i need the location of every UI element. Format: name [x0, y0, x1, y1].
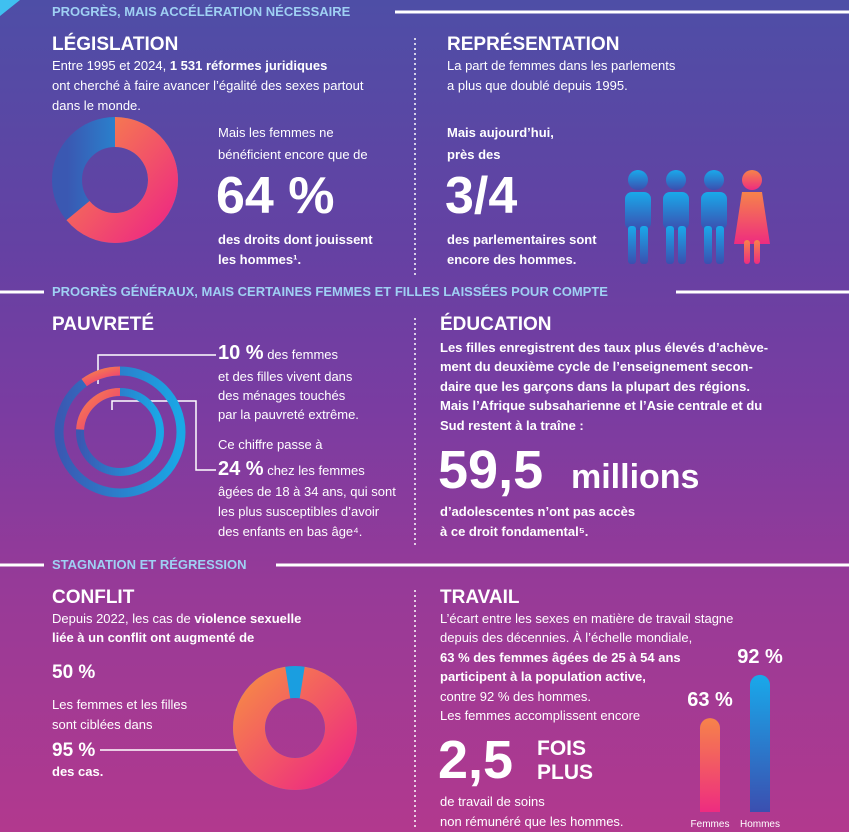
- body-text: par la pauvreté extrême.: [218, 407, 359, 422]
- panel-title: ÉDUCATION: [440, 314, 552, 335]
- body-text: Mais les femmes ne: [218, 125, 334, 140]
- body-text: de travail de soins: [440, 794, 545, 809]
- panel-title: REPRÉSENTATION: [447, 34, 620, 55]
- body-text: Les femmes et les filles: [52, 697, 188, 712]
- body-text: les plus susceptibles d’avoir: [218, 504, 380, 519]
- section-heading: PROGRÈS GÉNÉRAUX, MAIS CERTAINES FEMMES …: [52, 284, 608, 299]
- body-text: 63 % des femmes âgées de 25 à 54 ans: [440, 650, 681, 665]
- emphasis: 1 531 réformes juridiques: [169, 58, 328, 73]
- body-text: encore des hommes.: [447, 252, 577, 267]
- key-figure: 50 %: [52, 662, 96, 683]
- body-text: sont ciblées dans: [52, 717, 153, 732]
- body-text: Mais l’Afrique subsaharienne et l’Asie c…: [440, 398, 763, 413]
- woman-icon: [734, 170, 770, 264]
- body-text: liée à un conflit ont augmenté de: [52, 630, 255, 645]
- section-heading: STAGNATION ET RÉGRESSION: [52, 557, 247, 572]
- body-text: Ce chiffre passe à: [218, 437, 323, 452]
- bar-label: 63 %: [687, 689, 733, 711]
- panel-title: LÉGISLATION: [52, 34, 179, 55]
- body-text: 24 % chez les femmes: [218, 458, 365, 480]
- text: Entre 1995 et 2024,: [52, 58, 170, 73]
- panel-title: PAUVRETÉ: [52, 314, 155, 335]
- bar: [700, 718, 720, 812]
- emphasis: violence sexuelle: [194, 611, 302, 626]
- body-text: des ménages touchés: [218, 388, 346, 403]
- panel-title: TRAVAIL: [440, 587, 520, 608]
- body-text: des enfants en bas âge⁴.: [218, 524, 363, 539]
- marks: 63 % Femmes 92 % Hommes: [52, 117, 783, 830]
- people-icons: [625, 170, 727, 264]
- bar: [750, 674, 770, 812]
- body-text: Mais aujourd’hui,: [447, 125, 554, 140]
- body-text: Depuis 2022, les cas de violence sexuell…: [52, 611, 301, 627]
- body-text: dans le monde.: [52, 98, 141, 113]
- text: des femmes: [263, 347, 339, 362]
- body-text: non rémunéré que les hommes.: [440, 814, 624, 829]
- donut-segment: [233, 666, 357, 790]
- body-text: et des filles vivent dans: [218, 369, 353, 384]
- key-figure: 3/4: [445, 167, 518, 225]
- body-text: La part de femmes dans les parlements: [447, 58, 676, 73]
- panel-title: CONFLIT: [52, 587, 135, 608]
- key-figure-unit: PLUS: [537, 761, 594, 784]
- body-text: Sud restent à la traîne :: [440, 418, 584, 433]
- body-text: d’adolescentes n’ont pas accès: [440, 504, 636, 519]
- key-figure: 64 %: [216, 167, 335, 225]
- body-text: à ce droit fondamental⁵.: [440, 524, 589, 539]
- ring-segment: [76, 388, 121, 430]
- text: Depuis 2022, les cas de: [52, 611, 195, 626]
- key-figure: 95 %: [52, 740, 96, 761]
- body-text: 10 % des femmes: [218, 342, 339, 364]
- bar-name: Hommes: [740, 819, 780, 830]
- key-figure-unit: millions: [571, 458, 700, 496]
- ring-segment: [81, 366, 121, 387]
- text: chez les femmes: [263, 463, 365, 478]
- body-text: Entre 1995 et 2024, 1 531 réformes jurid…: [52, 58, 327, 74]
- body-text: âgées de 18 à 34 ans, qui sont: [218, 484, 396, 499]
- body-text: les hommes¹.: [218, 252, 302, 267]
- body-text: ment du deuxième cycle de l’enseignement…: [440, 359, 753, 374]
- body-text: L’écart entre les sexes en matière de tr…: [440, 611, 734, 626]
- body-text: Les femmes accomplissent encore: [440, 708, 641, 723]
- body-text: Les filles enregistrent des taux plus él…: [440, 340, 769, 355]
- key-figure: 10 %: [218, 342, 264, 364]
- body-text: ont cherché à faire avancer l’égalité de…: [52, 78, 364, 93]
- body-text: depuis des décennies. À l’échelle mondia…: [440, 630, 693, 645]
- body-text: des parlementaires sont: [447, 232, 597, 247]
- bar-label: 92 %: [737, 646, 783, 668]
- body-text: contre 92 % des hommes.: [440, 689, 592, 704]
- section-heading: PROGRÈS, MAIS ACCÉLÉRATION NÉCESSAIRE: [52, 4, 351, 19]
- body-text: participent à la population active,: [440, 669, 646, 684]
- body-text: bénéficient encore que de: [218, 147, 368, 162]
- body-text: des cas.: [52, 764, 104, 779]
- donut-segment: [66, 117, 178, 243]
- body-text: des droits dont jouissent: [218, 232, 373, 247]
- body-text: près des: [447, 147, 501, 162]
- key-figure: 2,5: [438, 730, 514, 790]
- key-figure: 24 %: [218, 458, 264, 480]
- key-figure-unit: FOIS: [537, 737, 587, 760]
- key-figure: 59,5: [438, 440, 544, 500]
- corner-mark: [0, 0, 20, 16]
- bar-name: Femmes: [691, 819, 730, 830]
- body-text: daire que les garçons dans la plupart de…: [440, 379, 750, 394]
- body-text: a plus que doublé depuis 1995.: [447, 78, 628, 93]
